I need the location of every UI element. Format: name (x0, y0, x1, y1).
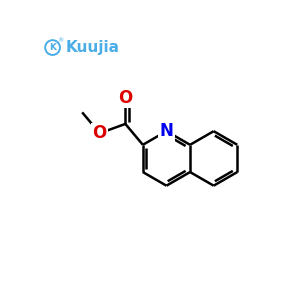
Text: K: K (49, 43, 56, 52)
Text: ®: ® (57, 38, 63, 43)
Text: Kuujia: Kuujia (65, 40, 119, 55)
Text: O: O (118, 89, 133, 107)
Text: O: O (93, 124, 107, 142)
Text: N: N (160, 122, 173, 140)
